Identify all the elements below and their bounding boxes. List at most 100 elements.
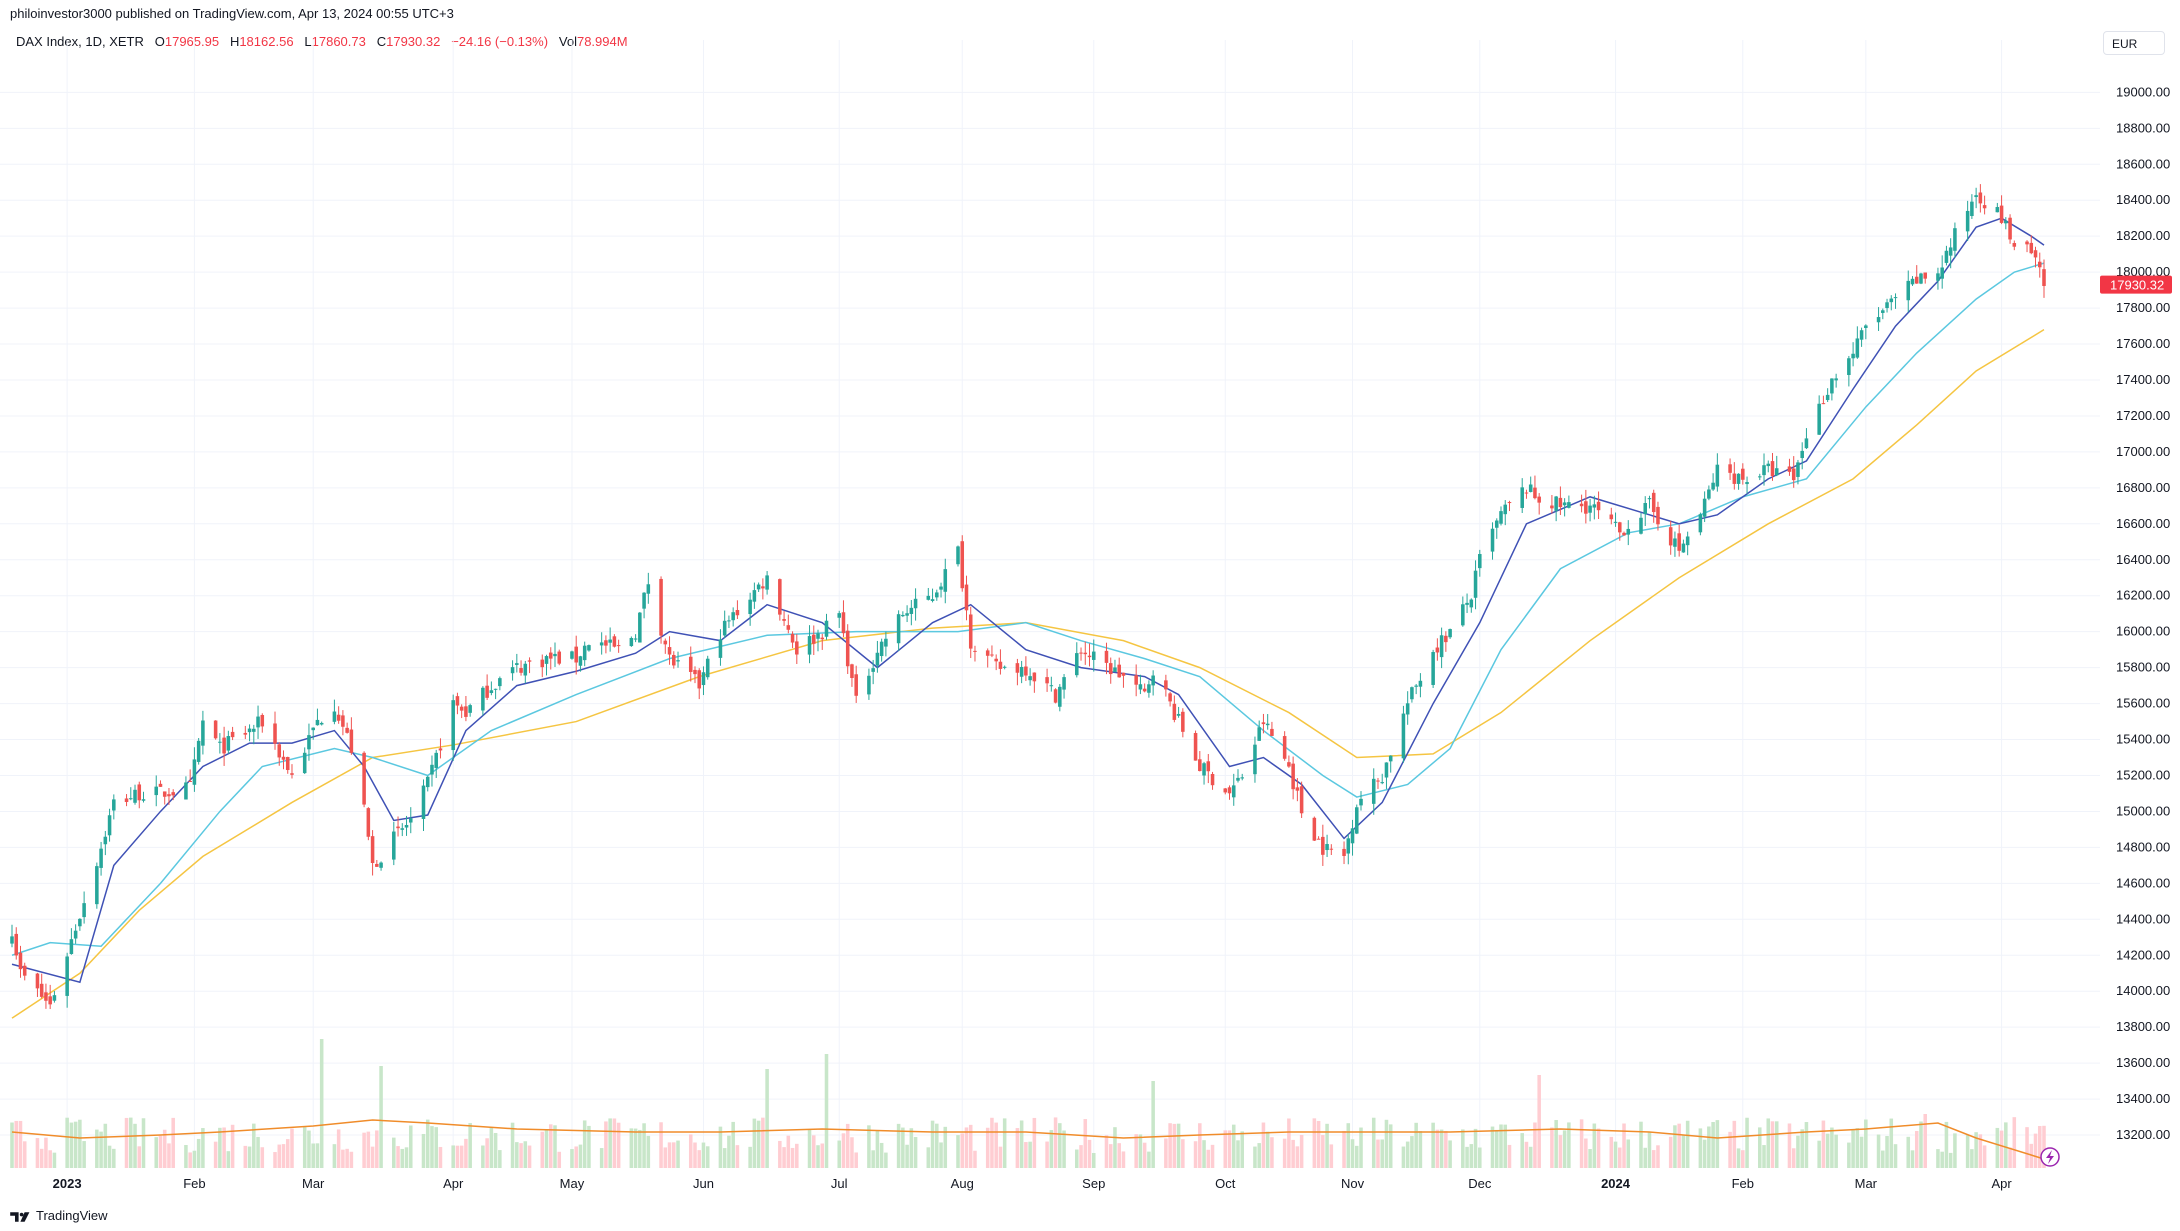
candle-body [1978, 192, 1983, 204]
candle [510, 660, 515, 681]
candle-body [939, 586, 943, 590]
candle-body [1015, 663, 1020, 673]
candle [1948, 238, 1953, 269]
volume-bar [290, 1128, 294, 1168]
volume-bar [1847, 1142, 1851, 1168]
volume-bar [1193, 1141, 1198, 1168]
volume-bar [1253, 1146, 1257, 1168]
candle-body [553, 653, 557, 657]
candle-body [761, 586, 765, 589]
candle-body [748, 599, 752, 615]
candle [1936, 267, 1940, 290]
candle-body [1253, 744, 1257, 775]
candle [1024, 656, 1028, 681]
volume-bar [782, 1147, 786, 1168]
alert-icon[interactable] [2040, 1147, 2060, 1167]
volume-bar [82, 1141, 86, 1168]
candle [1978, 184, 1983, 213]
candle [540, 654, 545, 678]
candle-body [39, 983, 44, 997]
candle-body [1520, 487, 1524, 508]
volume-bar [392, 1137, 396, 1168]
candle-body [1910, 278, 1915, 285]
volume-bar [65, 1117, 69, 1168]
candle-body [782, 619, 786, 621]
volume-bar [1507, 1144, 1512, 1168]
candle-body [162, 791, 167, 797]
candle-body [1291, 763, 1295, 790]
candle [956, 545, 960, 567]
candle [277, 742, 282, 766]
tradingview-brand[interactable]: TradingView [10, 1208, 108, 1223]
volume-bar [1448, 1140, 1452, 1168]
candle [722, 610, 727, 639]
volume-bar [366, 1131, 371, 1168]
currency-selector[interactable]: EUR [2103, 31, 2165, 55]
candle-body [362, 752, 366, 805]
candle [489, 681, 494, 696]
candle-body [510, 667, 515, 674]
candle-body [1147, 684, 1151, 693]
candle-body [1817, 403, 1821, 435]
time-axis[interactable]: 2023 Feb Mar Apr May Jun Jul Aug Sep Oct Nov Dec 202… [53, 1176, 2013, 1191]
candle [1974, 187, 1978, 209]
volume-bar [498, 1150, 502, 1168]
candle-body [816, 633, 820, 639]
candle [1685, 531, 1690, 556]
volume-bar [1418, 1131, 1423, 1168]
volume-bar [578, 1144, 583, 1168]
price-tick-label: 15200.00 [2116, 767, 2170, 782]
price-tick-label: 18600.00 [2116, 156, 2170, 171]
candle-body [837, 613, 841, 618]
candle [201, 710, 205, 755]
price-tick-label: 13800.00 [2116, 1019, 2170, 1034]
volume-bar [638, 1129, 642, 1168]
candle-body [455, 696, 460, 706]
candle [218, 733, 222, 754]
volume-bar [1821, 1120, 1826, 1168]
volume-bar [1995, 1127, 2000, 1168]
candle [400, 823, 405, 837]
volume-bar [213, 1141, 218, 1168]
volume-bar [515, 1142, 519, 1168]
volume-bar [196, 1138, 201, 1168]
candle-body [998, 661, 1003, 669]
time-tick-label: Oct [1215, 1176, 1236, 1191]
candle [1618, 521, 1622, 541]
volume-bar [1567, 1122, 1571, 1168]
volume-bar [404, 1147, 409, 1168]
candle [370, 830, 375, 876]
volume-bar [1032, 1117, 1037, 1168]
volume-bar [1045, 1141, 1049, 1168]
volume-bar [171, 1117, 175, 1168]
candle-body [129, 798, 133, 800]
price-tick-label: 18800.00 [2116, 120, 2170, 135]
candle [451, 694, 455, 762]
volume-bar [1227, 1130, 1232, 1168]
candle-body [705, 658, 710, 678]
candle-body [1609, 514, 1614, 520]
candle [1478, 549, 1482, 577]
candle [1388, 755, 1393, 773]
volume-bar [629, 1128, 634, 1168]
candle-body [1948, 247, 1953, 256]
candle-body [1673, 538, 1677, 547]
price-axis[interactable]: 13200.00 13400.00 13600.00 13800.00 14000.00… [2116, 84, 2170, 1142]
volume-bar [1134, 1134, 1138, 1168]
volume-bar [1609, 1136, 1614, 1168]
candle [896, 610, 901, 651]
volume-bar [1919, 1121, 1923, 1168]
candle-body [1079, 652, 1083, 654]
candle-body [1473, 570, 1478, 598]
volume-bar [434, 1127, 438, 1168]
candle [578, 655, 583, 672]
candle [990, 645, 994, 658]
candle [939, 582, 943, 598]
candle-body [1321, 836, 1325, 855]
candle [2037, 252, 2042, 278]
candle-body [1889, 298, 1894, 303]
volume-bar [137, 1146, 142, 1168]
candle [78, 918, 82, 931]
candle [1881, 308, 1885, 320]
